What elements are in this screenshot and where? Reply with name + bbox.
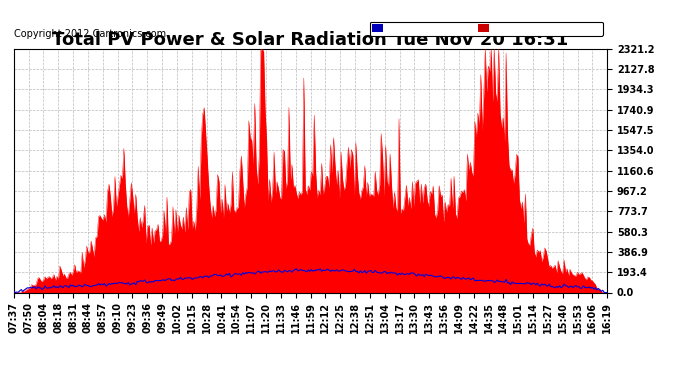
Text: Copyright 2012 Cartronics.com: Copyright 2012 Cartronics.com <box>14 29 166 39</box>
Legend: Radiation (w/m2), PV Panels (DC Watts): Radiation (w/m2), PV Panels (DC Watts) <box>370 22 602 36</box>
Title: Total PV Power & Solar Radiation Tue Nov 20 16:31: Total PV Power & Solar Radiation Tue Nov… <box>52 31 569 49</box>
